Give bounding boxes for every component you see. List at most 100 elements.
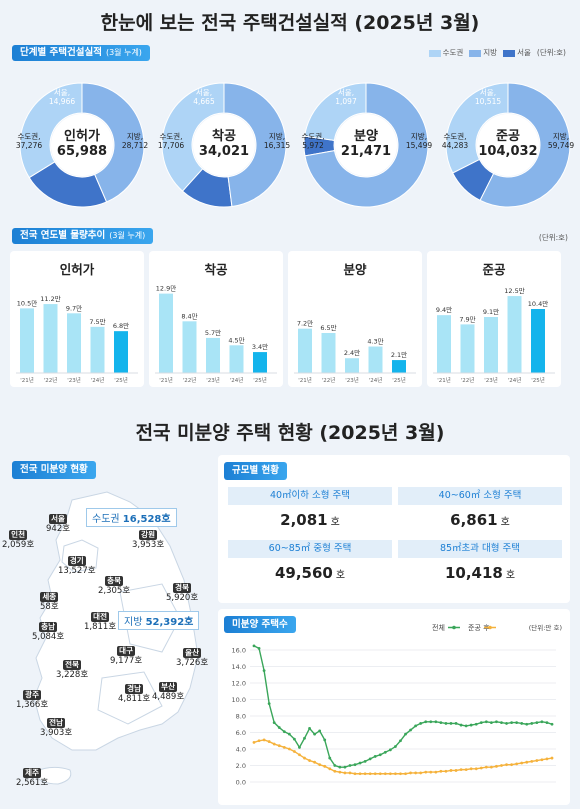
series-point [293, 750, 296, 753]
region-name: 울산 [183, 648, 201, 658]
region-name: 제주 [23, 768, 41, 778]
bar [159, 293, 173, 373]
region-name: 광주 [23, 690, 41, 700]
donut-total: 34,021 [198, 144, 250, 159]
region-울산: 울산 3,726호 [176, 648, 208, 668]
series-point [484, 765, 488, 769]
bar [507, 296, 522, 373]
bar-value-label: 6.5만 [320, 323, 336, 332]
bar-value-label: 7.2만 [297, 319, 313, 328]
size-number: 2,081 [280, 511, 328, 529]
series-point [414, 771, 418, 775]
region-value: 3,228호 [56, 670, 89, 680]
donut-total: 104,032 [478, 144, 538, 159]
bar [392, 360, 406, 373]
section-yearly-label: 전국 연도별 물량추이 (3월 누계) [12, 228, 154, 244]
series-point [318, 763, 322, 767]
donut-0 [19, 82, 145, 208]
donut-local-label: 지방, 16,315 [263, 132, 291, 150]
series-point [267, 740, 271, 743]
bar-category-label: '22년 [461, 376, 475, 384]
bar [20, 308, 34, 373]
bar-card-0: 인허가 10.5만 '21년 11.2만 '22년 9.7만 '23년 7.5만 '24년 6.8… [10, 251, 144, 387]
series-point [439, 769, 443, 773]
series-point [520, 761, 524, 765]
region-value: 1,811호 [84, 622, 117, 632]
y-tick-label: 14.0 [232, 663, 246, 671]
y-tick-label: 6.0 [236, 729, 246, 737]
donut-title: 분양 [354, 129, 378, 144]
bar-category-label: '22년 [322, 376, 336, 384]
region-value: 942호 [46, 524, 71, 534]
region-충북: 충북 2,305호 [98, 576, 130, 596]
region-name: 강원 [139, 530, 157, 540]
size-cell: 40㎡이하 소형 주택 2,081 호 [228, 487, 392, 529]
region-name: 경북 [173, 583, 191, 593]
donut-local-label: 지방, 28,712 [121, 132, 149, 150]
size-number: 49,560 [274, 564, 333, 582]
series-point [489, 721, 493, 724]
series-point [328, 756, 332, 760]
region-value: 2,059호 [2, 540, 35, 550]
series-point [252, 741, 256, 744]
size-value: 10,418 호 [398, 564, 562, 582]
size-label: 40㎡이하 소형 주택 [228, 487, 392, 505]
series-point [404, 732, 407, 736]
region-경북: 경북 5,920호 [166, 583, 198, 603]
series-point [479, 721, 483, 724]
series-point [272, 742, 276, 746]
series-point [328, 767, 332, 771]
section-stage-label: 단계별 주택건설실적 (3월 누계) [12, 45, 150, 61]
size-label: 85㎡초과 대형 주택 [398, 540, 562, 558]
donut-title: 착공 [212, 129, 236, 144]
series-point [257, 646, 261, 650]
series-point [394, 772, 397, 776]
region-name: 충남 [39, 622, 57, 632]
donut-slice-local [81, 82, 145, 203]
series-point [515, 721, 519, 724]
bar-value-label: 6.8만 [113, 321, 129, 330]
series-point [479, 766, 483, 770]
series-point [489, 765, 493, 769]
series-point [378, 753, 382, 757]
region-대구: 대구 9,177호 [110, 646, 142, 666]
series-point [333, 764, 337, 767]
region-value: 13,527호 [58, 566, 96, 576]
series-point [272, 721, 276, 724]
series-point [298, 745, 301, 749]
series-point [545, 721, 549, 724]
size-unit: 호 [500, 517, 510, 528]
size-number: 6,861 [450, 511, 498, 529]
series-point [262, 738, 266, 742]
donut-capital-label: 수도권, 5,972 [301, 132, 325, 150]
series-point [338, 770, 342, 774]
series-point [520, 722, 524, 725]
series-point [409, 728, 412, 732]
region-value: 5,920호 [166, 593, 199, 603]
bar-value-label: 10.5만 [17, 298, 37, 307]
series-point [459, 768, 463, 772]
donut-capital-label: 수도권, 17,706 [157, 132, 185, 150]
region-value: 1,366호 [16, 700, 49, 710]
series-point [409, 771, 412, 775]
region-대전: 대전 1,811호 [84, 612, 116, 632]
bar-svg: 7.2만 '21년 6.5만 '22년 2.4만 '23년 4.3만 '24년 2.1만 '25년 [294, 319, 416, 384]
series-point [368, 757, 372, 761]
legend-marker [488, 625, 492, 630]
y-tick-label: 4.0 [236, 746, 246, 754]
bar-value-label: 2.4만 [344, 348, 360, 357]
series-point [449, 722, 453, 725]
series-point [303, 736, 306, 740]
legend-seoul-swatch [503, 49, 516, 57]
donut-center: 인허가 65,988 [42, 125, 122, 159]
line-unit: (단위:만 호) [529, 623, 562, 632]
bar-category-label: '21년 [437, 376, 451, 384]
series-point [388, 772, 392, 776]
bar-value-label: 2.1만 [391, 350, 407, 359]
series-point [262, 669, 266, 673]
series-point [343, 765, 347, 769]
series-point [363, 772, 367, 776]
region-value: 4,811호 [118, 694, 151, 704]
series-point [439, 721, 443, 724]
donut-hole [51, 114, 113, 176]
